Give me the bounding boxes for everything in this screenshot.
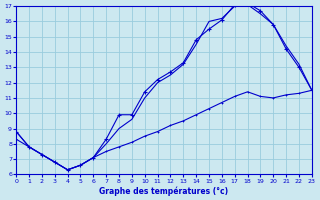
X-axis label: Graphe des températures (°c): Graphe des températures (°c): [100, 186, 228, 196]
